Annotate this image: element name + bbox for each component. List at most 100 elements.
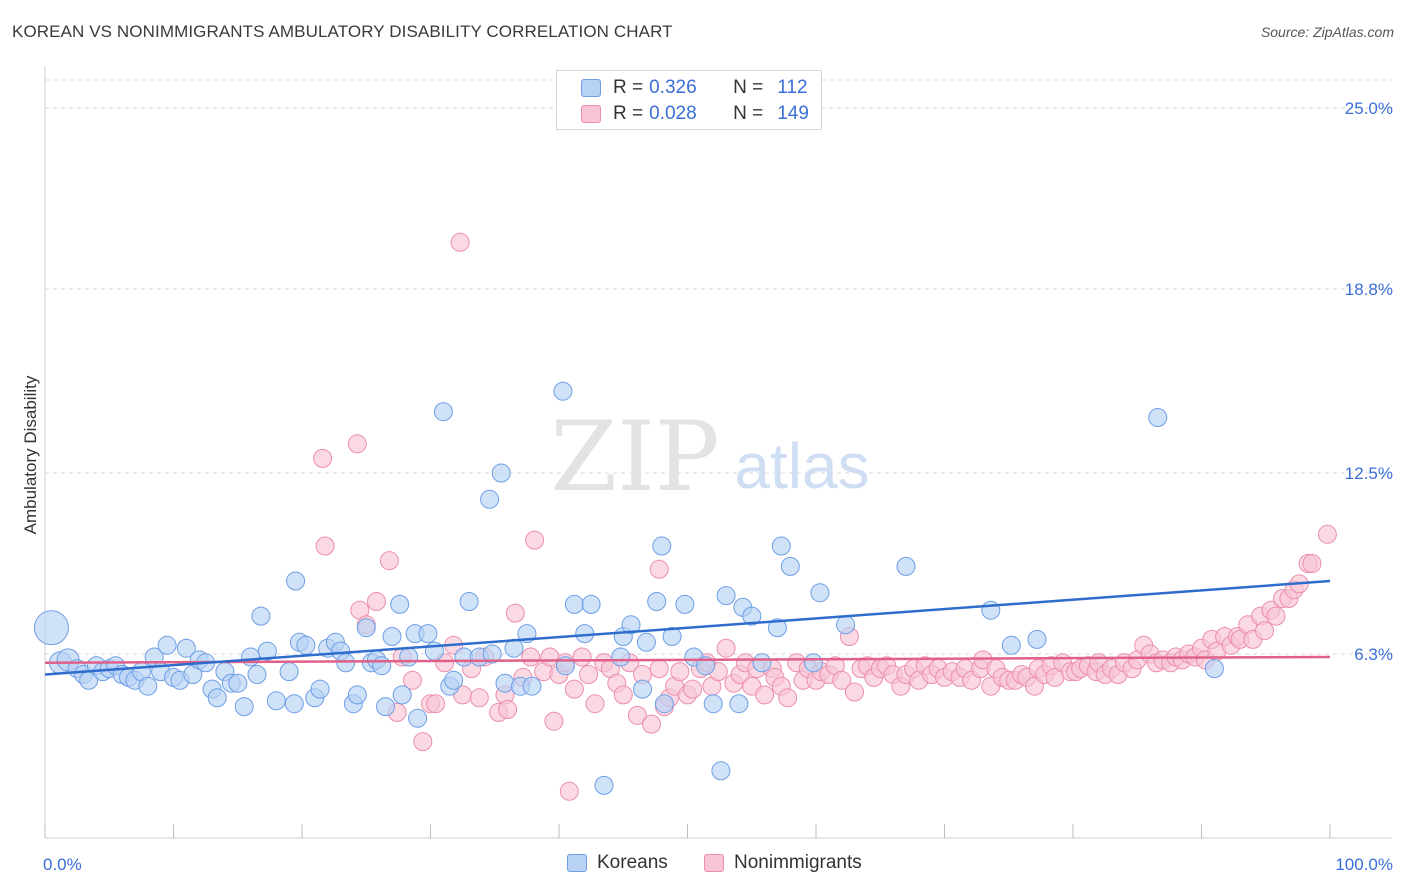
nonimmigrant-point xyxy=(572,647,592,667)
korean-point xyxy=(553,381,573,401)
nonimmigrant-point xyxy=(613,685,633,705)
nonimmigrant-point xyxy=(1317,524,1337,544)
korean-point xyxy=(347,685,367,705)
korean-point xyxy=(780,556,800,576)
korean-point xyxy=(382,627,402,646)
korean-point xyxy=(711,761,731,781)
trend-lines xyxy=(44,579,1331,676)
nonimmigrant-point xyxy=(1266,606,1286,626)
korean-point xyxy=(286,571,306,591)
nonimmigrants-trend-line xyxy=(44,655,1331,665)
nonimmigrant-point xyxy=(379,551,399,571)
correlation-legend: R = 0.326 N = 112 R = 0.028 N = 149 xyxy=(556,70,822,130)
nonimmigrant-point xyxy=(426,694,446,714)
korean-point xyxy=(392,685,412,705)
y-tick-label: 12.5% xyxy=(1345,464,1393,483)
nonimmigrant-point xyxy=(544,711,564,731)
korean-point xyxy=(480,489,500,509)
axes xyxy=(44,66,1392,839)
korean-point xyxy=(654,694,674,714)
korean-point xyxy=(408,708,428,728)
series-legend-koreans[interactable]: Koreans xyxy=(567,852,668,874)
korean-point xyxy=(1001,635,1021,655)
nonimmigrant-point xyxy=(778,688,798,708)
korean-point xyxy=(696,656,715,676)
korean-point xyxy=(771,536,791,556)
nonimmigrant-point xyxy=(450,232,470,252)
korean-point xyxy=(176,638,196,658)
legend-r-label: R = xyxy=(613,103,644,124)
koreans-trend-line xyxy=(44,579,1331,676)
korean-point xyxy=(433,402,453,422)
korean-point xyxy=(767,618,787,638)
korean-point xyxy=(356,618,376,638)
nonimmigrant-point xyxy=(579,665,599,684)
legend-swatch-nonimmigrants xyxy=(581,105,601,123)
korean-point xyxy=(636,632,656,652)
nonimmigrant-point xyxy=(755,685,775,705)
korean-point xyxy=(581,594,601,614)
legend-n-value: 112 xyxy=(777,77,808,98)
korean-point xyxy=(138,676,158,696)
nonimmigrant-point xyxy=(649,659,669,679)
series-swatch-koreans xyxy=(567,854,587,872)
korean-point xyxy=(703,694,723,714)
korean-point xyxy=(621,615,641,635)
watermark-zip: ZIP xyxy=(550,401,719,513)
korean-point xyxy=(675,594,695,614)
legend-n-label: N = xyxy=(733,103,764,124)
watermark-atlas: atlas xyxy=(734,430,869,502)
nonimmigrant-point xyxy=(683,679,703,699)
series-legend: Koreans Nonimmigrants xyxy=(0,852,1406,878)
y-tick-label: 25.0% xyxy=(1345,99,1393,118)
nonimmigrant-point xyxy=(313,448,333,468)
korean-point xyxy=(157,635,177,655)
korean-point xyxy=(633,679,652,699)
grid-lines xyxy=(45,79,1392,655)
nonimmigrant-point xyxy=(642,714,661,734)
korean-point xyxy=(257,641,277,661)
nonimmigrant-point xyxy=(413,732,433,752)
legend-n-value: 149 xyxy=(777,103,809,124)
y-tick-label: 18.8% xyxy=(1345,280,1393,299)
series-swatch-nonimmigrants xyxy=(704,854,724,872)
korean-point xyxy=(310,679,330,699)
korean-point xyxy=(234,697,254,717)
korean-point xyxy=(376,697,395,717)
korean-point xyxy=(752,653,772,673)
korean-point xyxy=(279,662,299,682)
korean-point xyxy=(1204,659,1224,679)
legend-r-value: 0.028 xyxy=(649,103,697,124)
korean-point xyxy=(33,610,69,646)
korean-point xyxy=(1027,629,1047,649)
korean-point xyxy=(251,606,271,626)
korean-point xyxy=(284,694,304,714)
nonimmigrant-point xyxy=(649,559,669,579)
korean-point xyxy=(207,688,227,708)
series-legend-nonimmigrants[interactable]: Nonimmigrants xyxy=(704,852,862,874)
korean-point xyxy=(836,615,856,635)
nonimmigrant-point xyxy=(403,670,422,690)
korean-point xyxy=(522,676,542,696)
korean-point xyxy=(810,583,830,603)
korean-point xyxy=(482,644,502,664)
korean-point xyxy=(491,463,511,483)
x-tick-labels: 0.0% 100.0% xyxy=(43,855,1393,874)
nonimmigrant-point xyxy=(498,700,518,719)
nonimmigrant-point xyxy=(716,638,736,658)
chart-title: KOREAN VS NONIMMIGRANTS AMBULATORY DISAB… xyxy=(12,22,673,41)
nonimmigrant-point xyxy=(627,705,647,725)
nonimmigrant-point xyxy=(525,530,545,550)
korean-point xyxy=(372,656,392,676)
korean-point xyxy=(981,600,1001,620)
series-label-koreans: Koreans xyxy=(597,852,668,873)
x-tick-label: 100.0% xyxy=(1335,855,1393,874)
korean-point xyxy=(444,670,464,690)
korean-point xyxy=(1148,408,1168,427)
nonimmigrant-point xyxy=(505,603,525,623)
korean-point xyxy=(336,653,356,673)
legend-swatch-koreans xyxy=(581,79,601,97)
source-label: Source: ZipAtlas.com xyxy=(1260,24,1394,40)
nonimmigrant-point xyxy=(1255,621,1274,641)
nonimmigrant-point xyxy=(315,536,335,556)
